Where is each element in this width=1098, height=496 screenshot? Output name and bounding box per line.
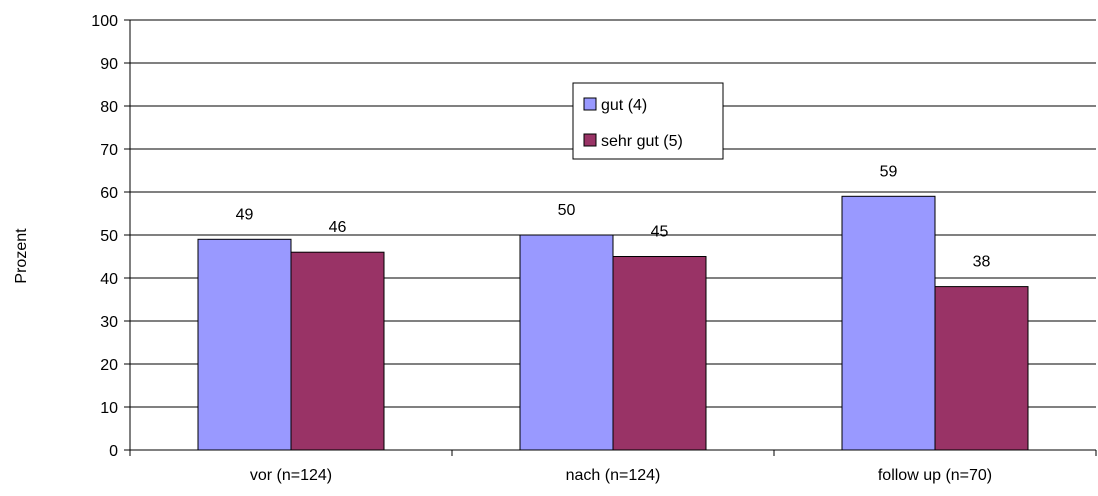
y-tick-label: 60 (100, 185, 118, 202)
bar (612, 256, 707, 451)
data-label: 49 (236, 206, 254, 223)
data-label: 59 (880, 163, 898, 180)
bars (197, 195, 1029, 451)
category-labels: vor (n=124) nach (n=124) follow up (n=70) (250, 467, 992, 484)
bar (841, 195, 936, 451)
data-labels: 49 46 50 45 59 38 (236, 163, 991, 270)
legend-swatch-gut (583, 97, 597, 111)
legend: gut (4) sehr gut (5) (572, 82, 724, 160)
bar (934, 286, 1029, 451)
y-tick-label: 100 (91, 13, 118, 30)
axes (124, 19, 1097, 456)
y-tick-label: 20 (100, 357, 118, 374)
data-label: 50 (558, 202, 576, 219)
legend-label-sehr-gut: sehr gut (5) (601, 133, 683, 150)
data-label: 38 (973, 254, 991, 271)
data-label: 45 (651, 224, 669, 241)
legend-label-gut: gut (4) (601, 97, 647, 114)
y-axis-title: Prozent (13, 228, 30, 284)
bar (197, 238, 292, 451)
y-tick-label: 90 (100, 56, 118, 73)
bar (519, 234, 614, 451)
y-tick-label: 30 (100, 314, 118, 331)
y-tick-label: 70 (100, 142, 118, 159)
y-tick-label: 50 (100, 228, 118, 245)
legend-swatch-sehr-gut (583, 133, 597, 147)
y-tick-label: 80 (100, 99, 118, 116)
y-tick-labels: 0 10 20 30 40 50 60 70 80 90 100 (91, 13, 118, 460)
y-tick-label: 40 (100, 271, 118, 288)
x-tick-label: vor (n=124) (250, 467, 332, 484)
legend-box (572, 82, 724, 160)
bar (290, 251, 385, 451)
x-tick-label: follow up (n=70) (878, 467, 992, 484)
y-tick-label: 0 (109, 443, 118, 460)
y-tick-label: 10 (100, 400, 118, 417)
x-tick-label: nach (n=124) (566, 467, 661, 484)
data-label: 46 (329, 219, 347, 236)
